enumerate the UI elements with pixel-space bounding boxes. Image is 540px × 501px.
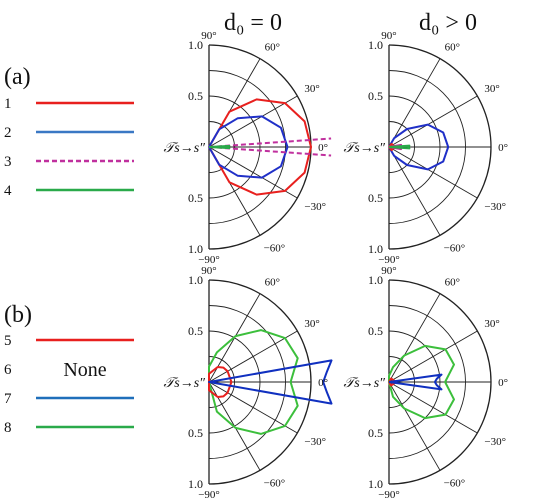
angle-tick-label: 90° <box>201 265 216 277</box>
legend-number-8: 8 <box>4 420 12 436</box>
legend-number-7: 7 <box>4 391 12 407</box>
angle-tick-label: 60° <box>265 42 280 54</box>
polar-grid-spoke <box>208 381 298 434</box>
radial-tick-label: 1.0 <box>188 477 203 491</box>
angle-tick-label: 30° <box>484 318 499 330</box>
column-header-d0-zero: d₀ = 0 <box>224 10 282 36</box>
angle-tick-label: 90° <box>381 30 396 42</box>
angle-tick-label: −90° <box>198 489 220 501</box>
angle-tick-label: −30° <box>304 201 326 213</box>
polar-plot-a-d0-positive: 90°60°30°0°−30°−60°−90°1.00.50.51.0𝒯s→s″ <box>344 30 508 266</box>
polar-plots: 90°60°30°0°−30°−60°−90°1.00.50.51.0𝒯s→s″… <box>164 30 508 501</box>
polar-plot-b-d0-zero: 90°60°30°0°−30°−60°−90°1.00.50.51.0𝒯s→s″ <box>164 265 333 501</box>
series-curve-2-blue- <box>388 123 450 171</box>
polar-plot-a-d0-zero: 90°60°30°0°−30°−60°−90°1.00.50.51.0𝒯s→s″ <box>164 30 332 266</box>
angle-tick-label: 30° <box>304 318 319 330</box>
angle-tick-label: 60° <box>445 277 460 289</box>
polar-grid-spoke <box>388 146 478 199</box>
angle-tick-label: −60° <box>264 243 286 255</box>
radial-tick-label: 1.0 <box>368 273 383 287</box>
radial-tick-label: 0.5 <box>368 191 383 205</box>
angle-tick-label: 0° <box>318 377 328 389</box>
radial-tick-label: 1.0 <box>368 38 383 52</box>
series-curve-2-blue- <box>208 115 289 179</box>
polar-grid-spoke <box>208 95 298 148</box>
angle-tick-label: 90° <box>201 30 216 42</box>
series-curve-8 <box>208 329 299 435</box>
transmission-label: 𝒯s→s″ <box>164 141 206 156</box>
series-curve-8 <box>388 344 455 420</box>
polar-grid-spoke <box>388 95 478 148</box>
radial-tick-label: 1.0 <box>368 242 383 256</box>
angle-tick-label: −60° <box>444 478 466 490</box>
legend-number-1: 1 <box>4 96 12 112</box>
angle-tick-label: −60° <box>264 478 286 490</box>
radial-tick-label: 0.5 <box>368 89 383 103</box>
transmission-label: 𝒯s→s″ <box>344 376 386 391</box>
angle-tick-label: −30° <box>304 436 326 448</box>
radial-tick-label: 0.5 <box>188 89 203 103</box>
radial-tick-label: 1.0 <box>188 273 203 287</box>
legend-number-4: 4 <box>4 183 12 199</box>
series-curve-7 <box>388 373 443 391</box>
angle-tick-label: 90° <box>381 265 396 277</box>
legend-number-5: 5 <box>4 333 12 349</box>
radial-tick-label: 0.5 <box>368 324 383 338</box>
angle-tick-label: −60° <box>444 243 466 255</box>
transmission-label: 𝒯s→s″ <box>344 141 386 156</box>
transmission-label: 𝒯s→s″ <box>164 376 206 391</box>
polar-plot-b-d0-positive: 90°60°30°0°−30°−60°−90°1.00.50.51.0𝒯s→s″ <box>344 265 508 501</box>
radial-tick-label: 0.5 <box>188 191 203 205</box>
legend-number-2: 2 <box>4 125 12 141</box>
radial-tick-label: 0.5 <box>368 426 383 440</box>
series-curve-5 <box>208 366 233 398</box>
panel-tag-b: (b) <box>4 302 32 328</box>
polar-grid-spoke <box>388 58 441 148</box>
radial-tick-label: 1.0 <box>188 38 203 52</box>
angle-tick-label: 60° <box>445 42 460 54</box>
angle-tick-label: −30° <box>484 201 506 213</box>
angle-tick-label: 0° <box>318 142 328 154</box>
angle-tick-label: −90° <box>198 254 220 266</box>
polar-grid-spoke <box>388 293 441 383</box>
angle-tick-label: −90° <box>378 489 400 501</box>
radial-tick-label: 0.5 <box>188 324 203 338</box>
polar-grid-spoke <box>208 146 298 199</box>
radial-tick-label: 0.5 <box>188 426 203 440</box>
angle-tick-label: −90° <box>378 254 400 266</box>
angle-tick-label: 0° <box>498 142 508 154</box>
legend-number-6: 6 <box>4 362 12 378</box>
angle-tick-label: 0° <box>498 377 508 389</box>
radial-tick-label: 1.0 <box>368 477 383 491</box>
polar-grid-spoke <box>388 146 441 236</box>
legend-number-3: 3 <box>4 154 12 170</box>
polar-grid-spoke <box>388 381 478 434</box>
column-header-d0-positive: d₀ > 0 <box>419 10 477 36</box>
polar-grid-spoke <box>208 330 298 383</box>
polar-grid-spoke <box>388 330 478 383</box>
legend-none-label: None <box>63 359 106 381</box>
panel-tag-a: (a) <box>4 64 31 90</box>
series-curve-7 <box>208 359 333 405</box>
angle-tick-label: −30° <box>484 436 506 448</box>
angle-tick-label: 30° <box>484 83 499 95</box>
series-curve-1 <box>208 98 312 196</box>
series-curve-4 <box>388 144 411 150</box>
radial-tick-label: 1.0 <box>188 242 203 256</box>
legend: 1 2 3 4 5 6 None 7 8 <box>4 96 134 436</box>
series-curve-4 <box>208 144 231 150</box>
polar-grid-spoke <box>388 381 441 471</box>
angle-tick-label: 60° <box>265 277 280 289</box>
angle-tick-label: 30° <box>304 83 319 95</box>
